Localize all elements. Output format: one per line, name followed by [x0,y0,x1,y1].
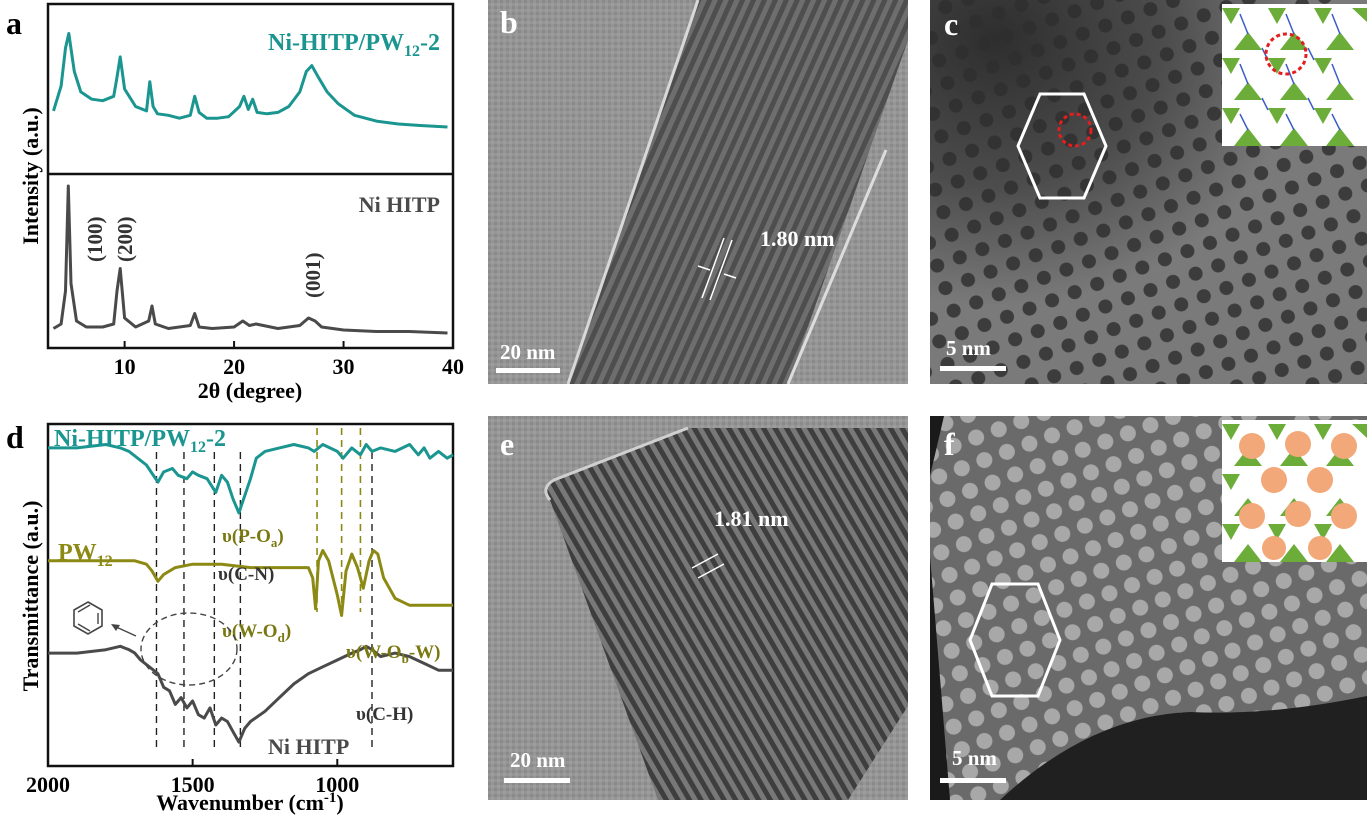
hexagon-outline [968,582,1062,698]
series-line [52,184,448,335]
panel-label-c: c [944,6,959,42]
scale-bar [504,778,570,783]
x-axis-label: Wavenumber (cm-1) [156,790,343,815]
panel-label-e: e [500,426,515,462]
dashed-ellipse [140,612,238,686]
lattice-spacing-label: 1.80 nm [760,226,835,251]
inset-pw12-model [1222,420,1367,562]
band-c-h: υ(C-H) [356,704,413,725]
ftir-chart: d 2000 1500 1000 Wavenumber (cm-1) Transmi… [6,419,455,815]
x-tick-label: 20 [223,354,245,379]
scale-bar [496,368,560,373]
peak-label-001: (001) [301,253,325,299]
series-line [48,549,453,617]
panel-f-stem-image: f 5 nm [930,416,1367,800]
panel-label-f: f [944,426,955,462]
x-axis-label: 2θ (degree) [198,378,303,403]
scale-bar-label: 5 nm [952,746,997,770]
y-axis-label: Transmittance (a.u.) [18,501,43,692]
arrow-head-icon [111,624,120,631]
y-axis-label: Intensity (a.u.) [18,107,43,245]
benzene-ring-icon [73,601,103,635]
panel-label-b: b [500,4,518,40]
band-w-ob-w: υ(W-Ob-W) [346,642,440,666]
peak-label-100: (100) [83,217,107,263]
stem-texture [930,416,1367,800]
plot-frame [46,422,455,768]
scale-bar [940,366,1006,371]
scale-bar [940,778,1006,783]
peak-label-200: (200) [113,217,137,263]
panel-d: d 2000 1500 1000 Wavenumber (cm-1) Transmi… [0,412,470,820]
panel-c-stem-image: c 5 nm [930,0,1367,384]
inset-lattice-model [1222,4,1367,146]
panel-b-tem-image: b 1.80 nm 20 nm [488,0,908,384]
dashed-markers [155,428,373,748]
legend-pw12: PW12 [58,540,113,570]
x-ticks: 10 20 30 40 [114,341,464,379]
x-tick-label: 40 [442,354,464,379]
band-p-oa: υ(P-Oa) [222,526,284,550]
panel-e-tem-image: e 1.81 nm 20 nm [488,416,908,800]
x-tick-label: 2000 [26,772,70,797]
scale-bar-label: 20 nm [510,748,566,772]
tem-texture [488,416,908,800]
panel-a: a 10 20 30 40 2θ (degree) Intensity (a.u.) … [0,0,470,410]
ftir-series-group [48,443,454,744]
scale-bar-label: 20 nm [500,340,556,364]
panel-label-a: a [6,5,22,41]
plot-frame [46,2,455,350]
legend-ni-hitp: Ni HITP [268,734,349,759]
series-line [48,443,454,515]
lattice-spacing-label: 1.81 nm [714,506,789,531]
series-line [52,32,448,129]
band-w-od: υ(W-Od) [222,621,291,645]
hexagon-outline [1016,92,1108,200]
x-tick-label: 10 [114,354,136,379]
legend-ni-hitp: Ni HITP [359,192,440,217]
legend-ni-hitp-pw12: Ni-HITP/PW12-2 [54,426,226,456]
band-c-n: υ(C-N) [218,564,274,585]
x-ticks: 2000 1500 1000 [26,759,359,797]
x-tick-label: 1500 [171,772,215,797]
stem-texture [930,0,1367,384]
panel-label-d: d [6,419,24,455]
xrd-series-group [52,32,448,335]
x-tick-label: 30 [333,354,355,379]
xrd-chart: a 10 20 30 40 2θ (degree) Intensity (a.u.) … [6,2,464,403]
legend-ni-hitp-pw12: Ni-HITP/PW12-2 [268,30,440,60]
tem-texture [488,0,908,384]
x-tick-label: 1000 [315,772,359,797]
scale-bar-label: 5 nm [946,336,991,360]
